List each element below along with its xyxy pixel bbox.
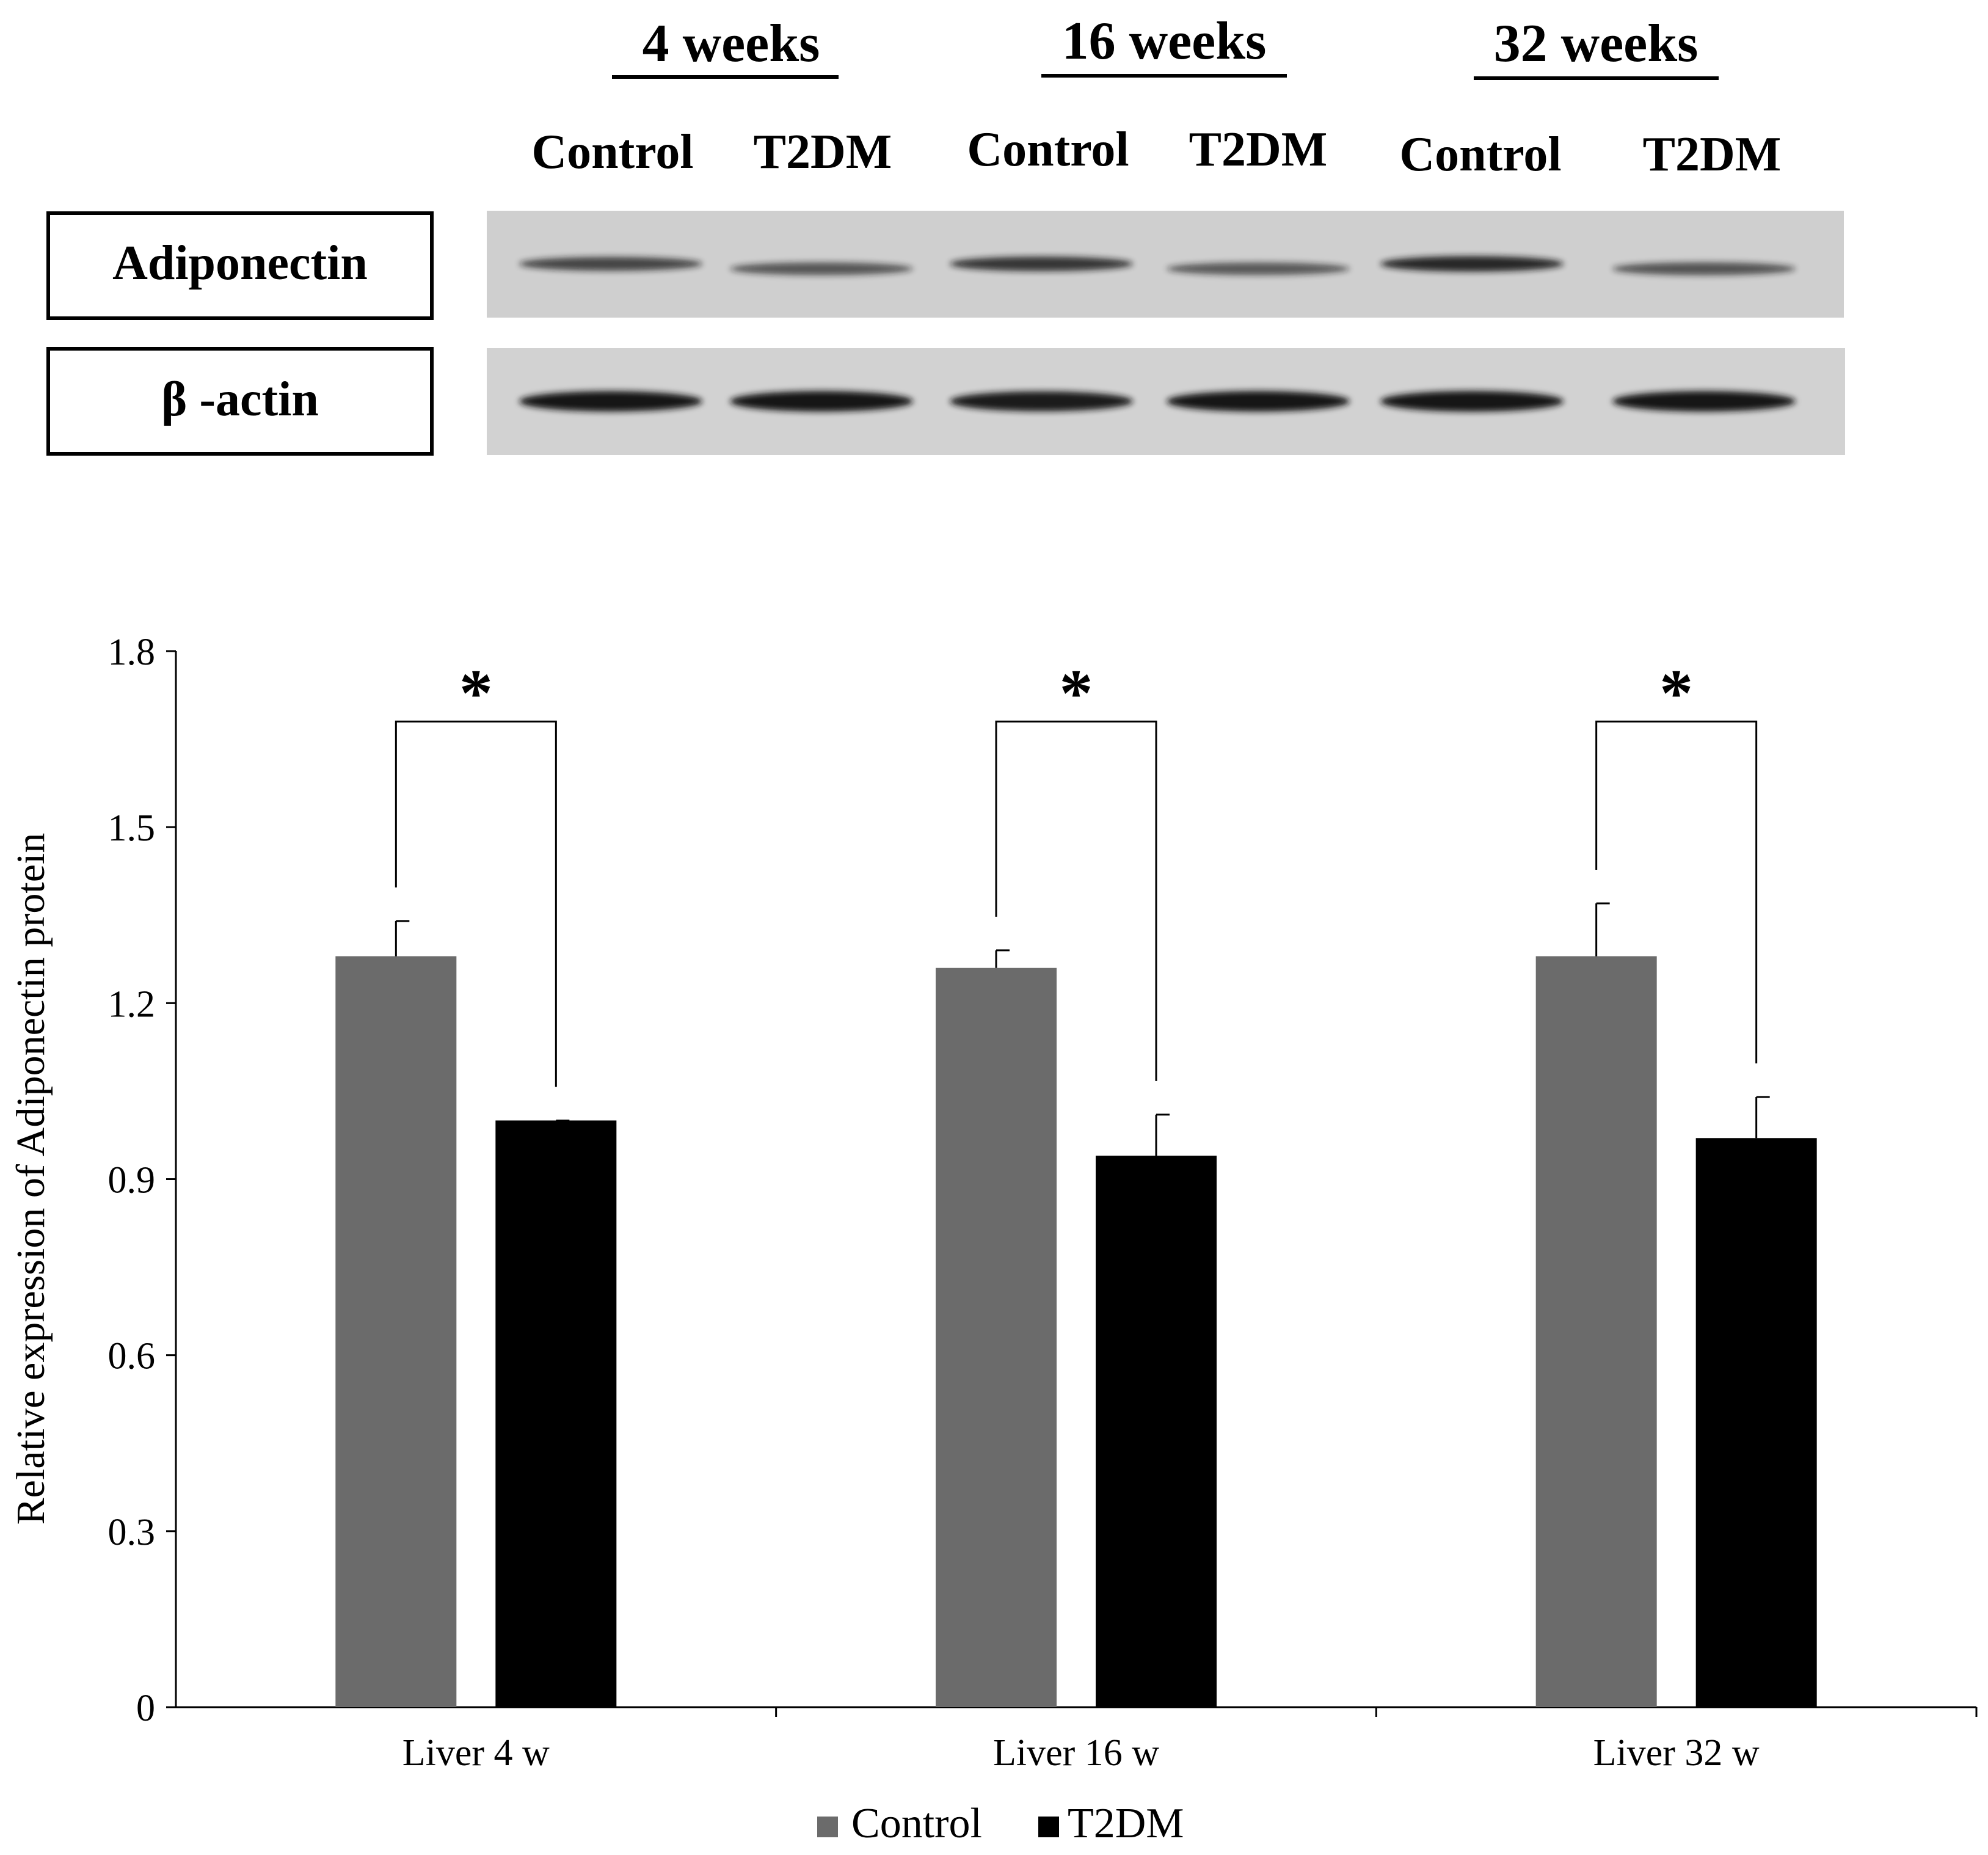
lane-label: Control	[967, 123, 1129, 177]
blot-membrane-adiponectin	[487, 211, 1844, 318]
significance-bracket	[1595, 720, 1758, 1064]
blot-band	[1380, 256, 1564, 272]
bar-control-3	[1535, 956, 1657, 1707]
bar-chart: 0 0.3 0.6 0.9 1.2 1.5 1.8 * * * Liver 4 w Liver 1…	[9, 632, 1978, 1847]
x-tick-label: Liver 4 w	[402, 1732, 550, 1774]
significance-star: *	[459, 655, 493, 730]
x-tick-label: Liver 16 w	[993, 1732, 1159, 1774]
lane-label: T2DM	[1643, 128, 1782, 181]
bar-t2dm-2	[1096, 1156, 1217, 1707]
blot-band	[1612, 262, 1796, 275]
x-tick-label: Liver 32 w	[1593, 1732, 1760, 1774]
y-tick-label: 0.6	[108, 1336, 156, 1377]
blot-band	[519, 391, 702, 412]
y-tick-label: 0	[136, 1688, 155, 1729]
lane-label: Control	[1399, 128, 1561, 181]
significance-bracket	[995, 720, 1157, 1081]
timepoint-label-16w: 16 weeks	[1062, 12, 1267, 71]
timepoint-label-4w: 4 weeks	[643, 14, 820, 73]
blot-band	[1380, 391, 1564, 412]
row-label-box-adiponectin	[46, 211, 434, 320]
row-label-beta-actin: β -actin	[161, 373, 319, 426]
row-label-adiponectin: Adiponectin	[112, 236, 368, 290]
blot-panel: 4 weeks 16 weeks 32 weeks Control T2DM C…	[46, 12, 1845, 456]
y-tick-label: 1.8	[108, 632, 156, 673]
y-tick-label: 1.5	[108, 807, 156, 849]
bar-t2dm-1	[495, 1120, 617, 1707]
significance-star: *	[1060, 655, 1093, 730]
blot-band	[730, 391, 913, 412]
legend-label-t2dm: T2DM	[1068, 1800, 1184, 1847]
bar-control-2	[936, 968, 1057, 1707]
bar-control-1	[335, 956, 457, 1707]
significance-star: *	[1659, 655, 1693, 730]
legend: Control T2DM	[817, 1800, 1184, 1847]
blot-band	[1612, 391, 1796, 412]
lane-label: T2DM	[1189, 123, 1328, 177]
y-tick-label: 0.9	[108, 1160, 156, 1201]
timepoint-label-32w: 32 weeks	[1494, 14, 1699, 73]
blot-band	[1167, 391, 1350, 412]
y-tick-label: 0.3	[108, 1512, 156, 1553]
blot-band	[950, 391, 1133, 412]
legend-swatch-control	[817, 1817, 838, 1837]
y-axis-title: Relative expression of Adiponectin prote…	[9, 833, 53, 1525]
row-label-box-beta-actin	[46, 347, 434, 456]
blot-band	[730, 262, 913, 275]
blot-band	[519, 257, 702, 271]
legend-swatch-t2dm	[1038, 1817, 1059, 1837]
significance-bracket	[395, 720, 557, 1087]
y-tick-label: 1.2	[108, 983, 156, 1025]
legend-label-control: Control	[851, 1800, 982, 1847]
blot-band	[950, 256, 1133, 272]
blot-band	[1167, 262, 1350, 275]
lane-label: Control	[531, 125, 693, 179]
bar-t2dm-3	[1695, 1138, 1817, 1707]
lane-label: T2DM	[754, 125, 892, 179]
